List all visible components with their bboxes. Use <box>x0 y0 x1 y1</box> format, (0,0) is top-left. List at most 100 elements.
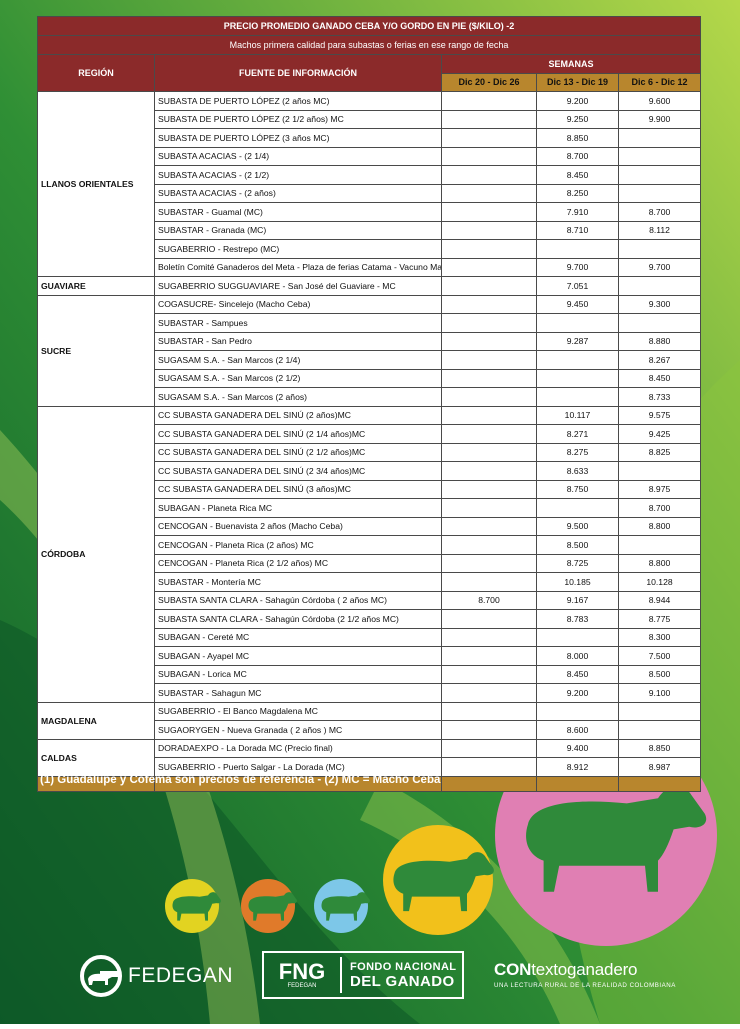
price-cell: 8.800 <box>617 516 702 536</box>
table-subtitle: Machos primera calidad para subastas o f… <box>36 35 702 55</box>
price-cell <box>441 350 537 370</box>
fedegan-text: FEDEGAN <box>128 964 234 987</box>
price-cell: 8.825 <box>617 442 702 462</box>
price-cell <box>441 368 537 388</box>
price-cell: 8.850 <box>536 128 619 148</box>
table-row: SUBASTA DE PUERTO LÓPEZ (3 años MC) 8.850 <box>38 128 702 148</box>
week-header-3: Dic 6 - Dic 12 <box>617 72 702 92</box>
price-cell <box>617 720 702 740</box>
source-cell: Boletín Comité Ganaderos del Meta - Plaz… <box>154 257 442 277</box>
price-cell: 9.575 <box>617 405 702 425</box>
region-cell: LLANOS ORIENTALES <box>37 91 155 277</box>
price-cell: 8.112 <box>617 220 702 240</box>
price-cell <box>441 664 537 684</box>
source-cell: SUBAGAN - Lorica MC <box>154 664 442 684</box>
price-table-container: PRECIO PROMEDIO GANADO CEBA Y/O GORDO EN… <box>36 16 702 792</box>
table-row: CENCOGAN - Planeta Rica (2 años) MC 8.500 <box>38 535 702 555</box>
price-cell <box>536 313 619 333</box>
source-cell: SUBAGAN - Ayapel MC <box>154 646 442 666</box>
price-cell <box>617 313 702 333</box>
table-row: CÓRDOBA CC SUBASTA GANADERA DEL SINÚ (2 a… <box>37 405 702 703</box>
table-row: CALDAS DORADAEXPO - La Dorada MC (Precio … <box>37 738 702 777</box>
price-cell: 10.128 <box>617 572 702 592</box>
price-cell <box>441 276 537 296</box>
price-cell <box>617 183 702 203</box>
price-cell <box>441 461 537 481</box>
price-cell <box>441 91 537 111</box>
table-body: LLANOS ORIENTALES SUBASTA DE PUERTO LÓPEZ… <box>37 91 702 777</box>
price-cell: 8.725 <box>536 553 619 573</box>
price-cell: 8.710 <box>536 220 619 240</box>
price-cell: 10.185 <box>536 572 619 592</box>
source-cell: SUBASTAR - Guamal (MC) <box>154 202 442 222</box>
price-cell: 8.700 <box>617 498 702 518</box>
price-cell <box>441 738 537 758</box>
source-cell: SUGABERRIO - El Banco Magdalena MC <box>154 701 442 721</box>
table-row: CC SUBASTA GANADERA DEL SINÚ (3 años)MC 8… <box>38 479 702 499</box>
price-cell <box>536 350 619 370</box>
fedegan-logo: FEDEGAN <box>78 953 233 999</box>
table-row: SUBASTAR - Granada (MC) 8.710 8.112 <box>38 220 702 240</box>
table-row: SUBASTAR - Sahagun MC 9.200 9.100 <box>38 683 702 703</box>
table-row: SUGASAM S.A. - San Marcos (2 años) 8.733 <box>38 387 702 407</box>
table-row: SUBASTA DE PUERTO LÓPEZ (2 1/2 años) MC 9… <box>38 109 702 129</box>
source-cell: SUBASTA DE PUERTO LÓPEZ (2 1/2 años) MC <box>154 109 442 129</box>
price-cell: 9.100 <box>617 683 702 703</box>
price-cell <box>441 165 537 185</box>
price-cell: 8.250 <box>536 183 619 203</box>
source-cell: SUGASAM S.A. - San Marcos (2 1/4) <box>154 350 442 370</box>
region-header: REGIÓN <box>37 54 155 92</box>
source-cell: CC SUBASTA GANADERA DEL SINÚ (2 años)MC <box>154 405 442 425</box>
source-cell: SUBAGAN - Cereté MC <box>154 627 442 647</box>
price-cell: 8.450 <box>536 165 619 185</box>
price-cell <box>441 294 537 314</box>
price-cell <box>536 498 619 518</box>
table-row: LLANOS ORIENTALES SUBASTA DE PUERTO LÓPEZ… <box>37 91 702 277</box>
price-cell <box>617 461 702 481</box>
price-cell <box>441 239 537 259</box>
price-cell: 8.775 <box>617 609 702 629</box>
region-cell: GUAVIARE <box>37 276 155 296</box>
source-cell: SUGASAM S.A. - San Marcos (2 1/2) <box>154 368 442 388</box>
price-cell: 8.700 <box>536 146 619 166</box>
region-cell: CALDAS <box>37 738 155 777</box>
source-cell: CC SUBASTA GANADERA DEL SINÚ (2 1/2 años… <box>154 442 442 462</box>
price-cell <box>441 498 537 518</box>
price-cell <box>441 109 537 129</box>
price-cell: 9.900 <box>617 109 702 129</box>
price-cell <box>536 239 619 259</box>
price-cell <box>441 331 537 351</box>
source-cell: CC SUBASTA GANADERA DEL SINÚ (3 años)MC <box>154 479 442 499</box>
source-cell: SUGAORYGEN - Nueva Granada ( 2 años ) MC <box>154 720 442 740</box>
table-row: SUBASTA ACACIAS - (2 1/2) 8.450 <box>38 165 702 185</box>
source-cell: SUGABERRIO SUGGUAVIARE - San José del Gu… <box>154 276 442 296</box>
source-cell: CC SUBASTA GANADERA DEL SINÚ (2 3/4 años… <box>154 461 442 481</box>
source-cell: SUBAGAN - Planeta Rica MC <box>154 498 442 518</box>
source-cell: COGASUCRE- Sincelejo (Macho Ceba) <box>154 294 442 314</box>
price-cell <box>441 683 537 703</box>
contexto-ganadero-logo: CONtextoganadero UNA LECTURA RURAL DE LA… <box>494 960 676 989</box>
source-cell: SUBASTA SANTA CLARA - Sahagún Córdoba ( … <box>154 590 442 610</box>
table-row: CENCOGAN - Buenavista 2 años (Macho Ceba… <box>38 516 702 536</box>
price-cell <box>441 405 537 425</box>
price-cell: 8.600 <box>536 720 619 740</box>
source-cell: SUBASTA ACACIAS - (2 años) <box>154 183 442 203</box>
price-cell: 8.700 <box>617 202 702 222</box>
price-cell <box>441 442 537 462</box>
price-cell <box>441 128 537 148</box>
price-cell: 8.944 <box>617 590 702 610</box>
price-cell: 8.300 <box>617 627 702 647</box>
fng-mark: FNG <box>278 959 326 984</box>
region-cell: SUCRE <box>37 294 155 407</box>
source-cell: SUBASTAR - Montería MC <box>154 572 442 592</box>
price-cell <box>441 424 537 444</box>
source-cell: CENCOGAN - Planeta Rica (2 años) MC <box>154 535 442 555</box>
table-row: Boletín Comité Ganaderos del Meta - Plaz… <box>38 257 702 277</box>
fng-small-text: FEDEGAN <box>287 983 317 989</box>
weeks-header: SEMANAS <box>440 54 702 74</box>
table-row: SUGASAM S.A. - San Marcos (2 1/4) 8.267 <box>38 350 702 370</box>
source-cell: SUGASAM S.A. - San Marcos (2 años) <box>154 387 442 407</box>
table-row: SUBASTA SANTA CLARA - Sahagún Córdoba (2… <box>38 609 702 629</box>
price-cell <box>441 757 537 777</box>
table-row: SUBASTAR - Montería MC 10.185 10.128 <box>38 572 702 592</box>
